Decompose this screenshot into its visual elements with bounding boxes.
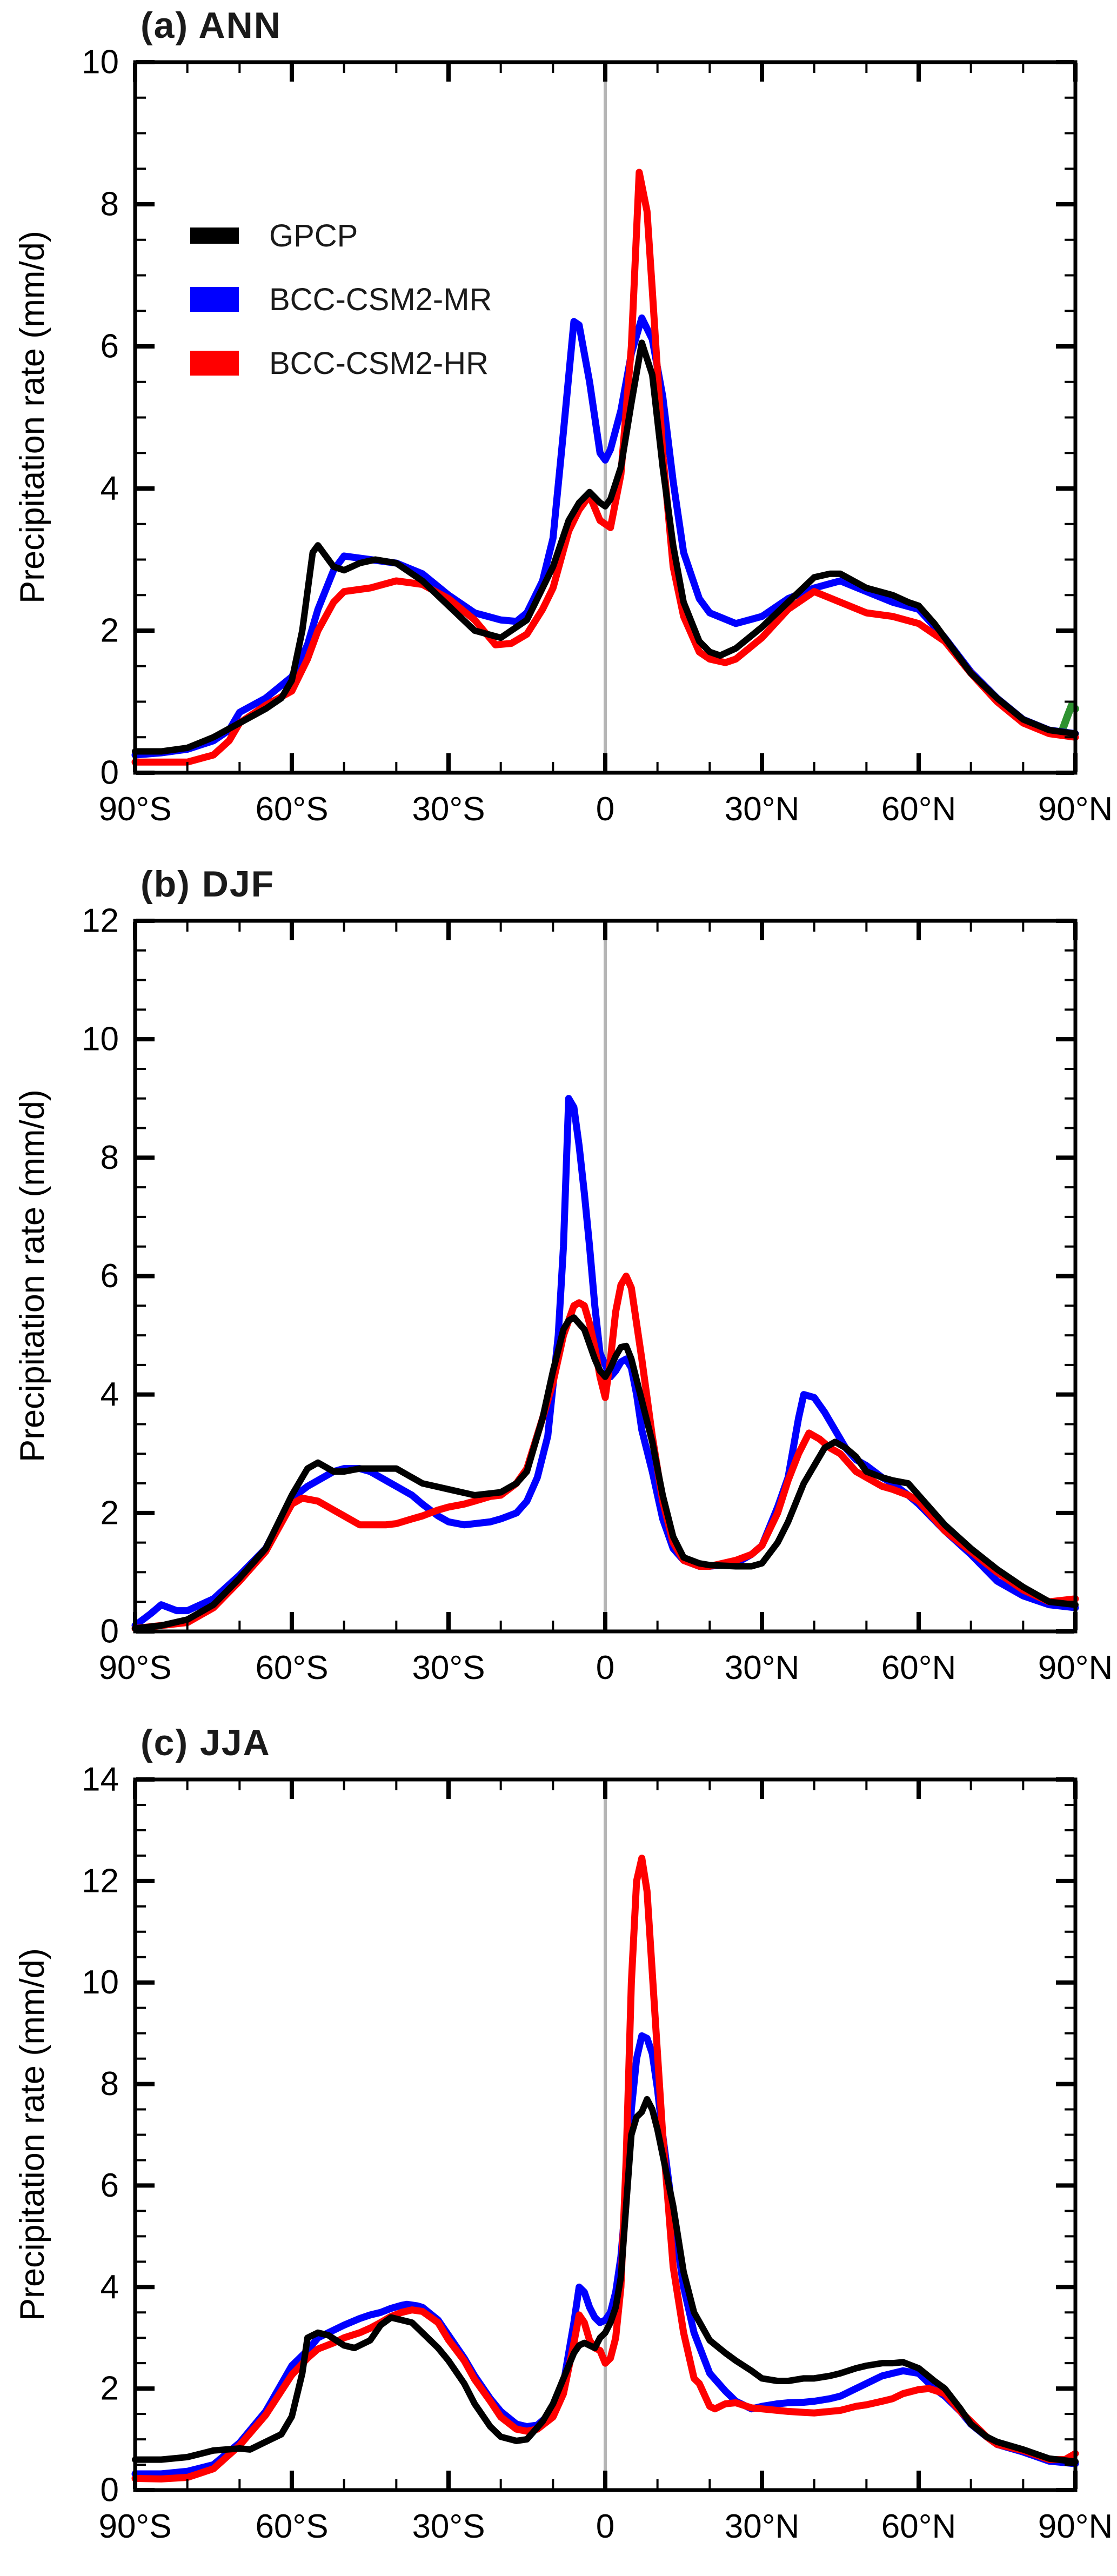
- y-axis-labels: 0 2 4 6 8 10 12 14: [82, 1761, 119, 2509]
- x-tick-label: 60°S: [255, 791, 328, 828]
- series-line-gpcp: [132, 339, 1079, 755]
- x-tick-label: 90°N: [1038, 791, 1113, 828]
- axis-ticks: [133, 1777, 1078, 2492]
- y-axis-labels: 0 2 4 6 8 10 12: [82, 902, 119, 1650]
- x-tick-label: 30°S: [412, 791, 485, 828]
- x-tick-label: 0: [596, 791, 614, 828]
- x-tick-label: 60°N: [881, 2508, 957, 2545]
- x-tick-label: 90°S: [98, 791, 171, 828]
- plot-frame: [133, 1777, 1078, 2492]
- plot-frame: [133, 60, 1078, 775]
- x-tick-label: 90°N: [1038, 2508, 1113, 2545]
- x-tick-label: 0: [596, 1649, 614, 1687]
- y-tick-label: 10: [82, 1964, 119, 2001]
- y-tick-label: 8: [101, 1139, 119, 1176]
- x-tick-label: 90°S: [98, 2508, 171, 2545]
- y-tick-label: 6: [101, 1257, 119, 1295]
- y-tick-label: 8: [101, 2065, 119, 2103]
- legend-item-gpcp: GPCP: [190, 217, 492, 254]
- legend-swatch-gpcp: [190, 228, 239, 244]
- y-tick-label: 0: [101, 754, 119, 792]
- x-tick-label: 30°S: [412, 1649, 485, 1687]
- y-tick-label: 0: [101, 2472, 119, 2509]
- axis-ticks: [133, 919, 1078, 1634]
- y-tick-label: 12: [82, 902, 119, 940]
- y-tick-label: 12: [82, 1862, 119, 1899]
- y-tick-label: 10: [82, 1021, 119, 1058]
- plot-canvas-djf: 0 2 4 6 8 10 12 90°S 60°S 30°S 0 30°N 60°N 90°N: [82, 902, 1113, 1687]
- x-tick-label: 0: [596, 2508, 614, 2545]
- panel-title-ann: (a) ANN: [141, 5, 282, 46]
- x-tick-label: 30°S: [412, 2508, 485, 2545]
- plot-canvas-ann: 0 2 4 6 8 10 90°S 60°S 30°S 0 30°N 60°N 90°N: [82, 44, 1113, 828]
- x-tick-label: 60°N: [881, 1649, 957, 1687]
- y-tick-label: 8: [101, 186, 119, 223]
- y-axis-title-jja: Precipitation rate (mm/d): [14, 1948, 51, 2321]
- series-line-gpcp: [132, 2096, 1079, 2465]
- y-tick-label: 0: [101, 1613, 119, 1650]
- x-tick-label: 30°N: [725, 1649, 800, 1687]
- series-line-bcc-csm2-mr: [131, 314, 1079, 759]
- x-axis-labels: 90°S 60°S 30°S 0 30°N 60°N 90°N: [98, 791, 1113, 828]
- x-tick-label: 60°S: [255, 1649, 328, 1687]
- y-tick-label: 2: [101, 2370, 119, 2407]
- y-tick-label: 4: [101, 470, 119, 507]
- y-tick-label: 2: [101, 1494, 119, 1531]
- x-axis-labels: 90°S 60°S 30°S 0 30°N 60°N 90°N: [98, 2508, 1113, 2545]
- hidden-series-edge-segment: [1058, 701, 1079, 734]
- x-tick-label: 90°S: [98, 1649, 171, 1687]
- series-line-bcc-csm2-hr: [131, 169, 1079, 766]
- y-tick-label: 4: [101, 2269, 119, 2306]
- x-tick-label: 30°N: [725, 2508, 800, 2545]
- legend-item-bcc-csm2-hr: BCC-CSM2-HR: [190, 345, 492, 382]
- legend: GPCP BCC-CSM2-MR BCC-CSM2-HR: [190, 217, 492, 409]
- y-tick-label: 14: [82, 1761, 119, 1798]
- y-axis-title-ann: Precipitation rate (mm/d): [14, 231, 51, 604]
- legend-label-bcc-csm2-mr: BCC-CSM2-MR: [269, 282, 492, 317]
- y-tick-label: 6: [101, 328, 119, 365]
- legend-item-bcc-csm2-mr: BCC-CSM2-MR: [190, 281, 492, 318]
- series-line-gpcp: [132, 1314, 1079, 1632]
- legend-label-gpcp: GPCP: [269, 218, 358, 253]
- axis-ticks: [133, 60, 1078, 775]
- y-tick-label: 10: [82, 44, 119, 81]
- x-tick-label: 60°S: [255, 2508, 328, 2545]
- panel-b-djf: 0 2 4 6 8 10 12 90°S 60°S 30°S 0 30°N 60°N 90°N (b) D…: [0, 859, 1117, 1717]
- y-axis-title-djf: Precipitation rate (mm/d): [14, 1089, 51, 1462]
- y-axis-labels: 0 2 4 6 8 10: [82, 44, 119, 792]
- x-axis-labels: 90°S 60°S 30°S 0 30°N 60°N 90°N: [98, 1649, 1113, 1687]
- panel-c-jja: 0 2 4 6 8 10 12 14 90°S 60°S 30°S 0 30°N 60°N 90°N (c)…: [0, 1717, 1117, 2576]
- y-tick-label: 6: [101, 2167, 119, 2204]
- panel-title-jja: (c) JJA: [141, 1722, 271, 1763]
- plot-frame: [133, 919, 1078, 1634]
- legend-swatch-bcc-csm2-mr: [190, 287, 239, 312]
- legend-label-bcc-csm2-hr: BCC-CSM2-HR: [269, 345, 489, 381]
- x-tick-label: 30°N: [725, 791, 800, 828]
- y-tick-label: 4: [101, 1376, 119, 1413]
- plot-canvas-jja: 0 2 4 6 8 10 12 14 90°S 60°S 30°S 0 30°N 60°N 90°N: [82, 1761, 1113, 2546]
- legend-swatch-bcc-csm2-hr: [190, 351, 239, 376]
- panel-a-ann: 0 2 4 6 8 10 90°S 60°S 30°S 0 30°N 60°N 90°N (a) ANN…: [0, 0, 1117, 859]
- y-tick-label: 2: [101, 612, 119, 650]
- x-tick-label: 60°N: [881, 791, 957, 828]
- x-tick-label: 90°N: [1038, 1649, 1113, 1687]
- panel-title-djf: (b) DJF: [141, 864, 275, 905]
